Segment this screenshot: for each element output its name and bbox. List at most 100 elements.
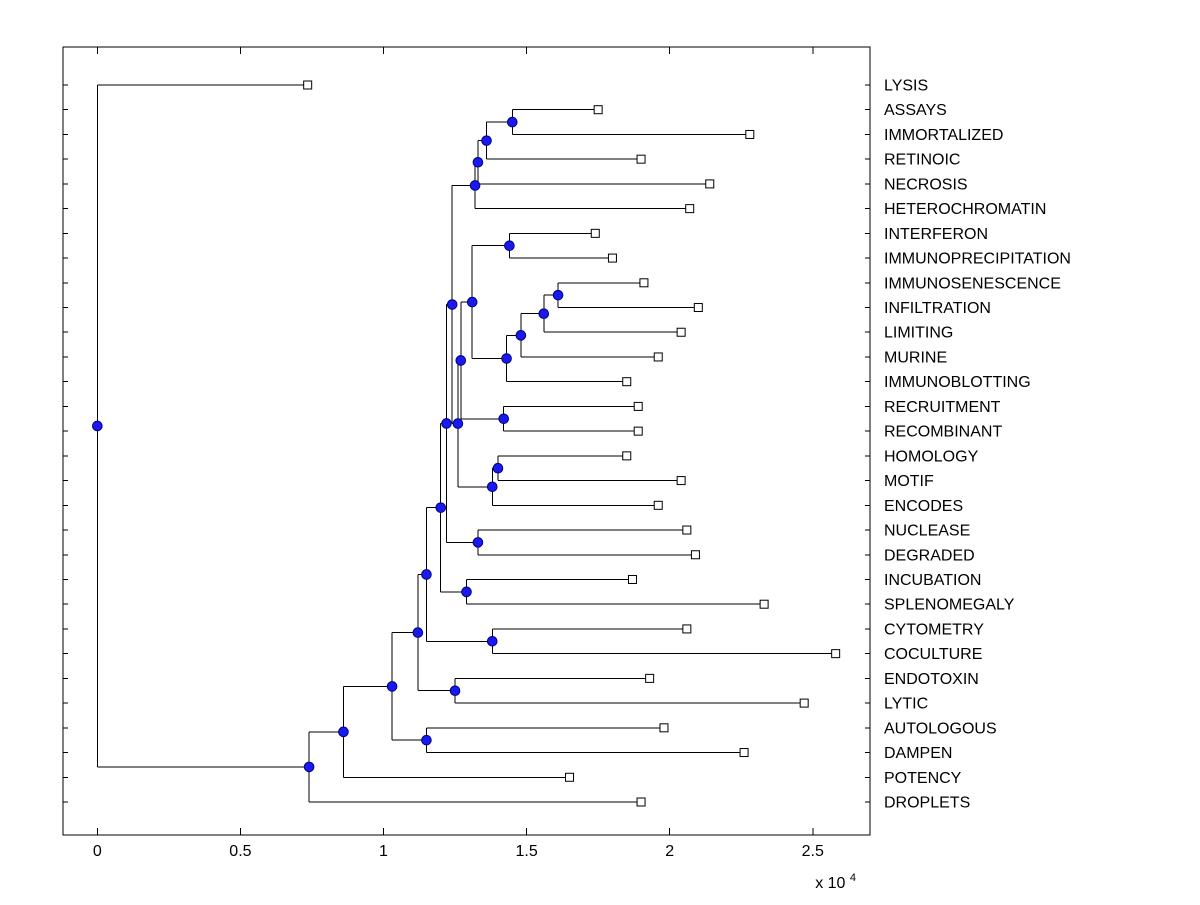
internal-node-marker: [303, 761, 315, 773]
leaf-marker: [636, 797, 646, 807]
leaf-label: DROPLETS: [884, 794, 970, 811]
leaf-label: IMMUNOBLOTTING: [884, 374, 1031, 391]
leaf-label: NUCLEASE: [884, 523, 970, 540]
internal-node-marker: [515, 330, 527, 341]
x-tick-label: 0: [93, 843, 102, 860]
leaf-marker: [653, 352, 663, 362]
leaf-marker: [676, 476, 686, 486]
leaf-marker: [622, 451, 632, 461]
leaf-label: ENDOTOXIN: [884, 671, 979, 688]
leaf-marker: [622, 377, 632, 387]
internal-node-marker: [441, 418, 452, 429]
x-tick-label: 2: [665, 843, 674, 860]
leaf-label: POTENCY: [884, 770, 962, 787]
internal-node-marker: [504, 240, 515, 252]
leaf-marker: [831, 649, 841, 659]
leaf-label: HETEROCHROMATIN: [884, 201, 1046, 218]
leaf-label: LYTIC: [884, 696, 928, 713]
x-tick-label: 1: [379, 843, 388, 860]
internal-node-marker: [552, 289, 564, 301]
x-tick-label: 1.5: [515, 843, 537, 860]
plot-box: [62, 46, 871, 836]
leaf-label: DAMPEN: [884, 745, 952, 762]
leaf-marker: [659, 723, 669, 733]
internal-node-marker: [481, 135, 492, 146]
internal-node-marker: [452, 418, 464, 429]
leaf-label: INCUBATION: [884, 572, 981, 589]
leaf-marker: [685, 204, 695, 214]
leaf-label: ASSAYS: [884, 102, 947, 119]
internal-node-marker: [466, 296, 478, 308]
leaf-marker: [693, 303, 703, 313]
internal-node-marker: [501, 353, 512, 364]
internal-node-marker: [446, 299, 458, 310]
leaf-marker: [682, 525, 692, 535]
internal-node-marker: [449, 685, 461, 697]
internal-node-marker: [469, 180, 481, 191]
leaf-label: IMMUNOPRECIPITATION: [884, 251, 1071, 268]
leaf-label: ENCODES: [884, 498, 963, 515]
leaf-marker: [682, 624, 692, 634]
leaf-marker: [565, 772, 575, 782]
leaf-label: COCULTURE: [884, 646, 982, 663]
leaf-label: MOTIF: [884, 473, 934, 490]
leaf-marker: [633, 401, 643, 411]
internal-node-marker: [92, 420, 103, 432]
x-tick-labels: 0 0.5 1 1.5 2 2.5 x 10 4: [93, 843, 856, 892]
leaf-marker: [676, 327, 686, 337]
internal-node-marker: [498, 413, 510, 425]
leaf-label: NECROSIS: [884, 176, 968, 193]
leaf-label: IMMUNOSENESCENCE: [884, 275, 1061, 292]
leaf-label: INTERFERON: [884, 226, 988, 243]
leaf-marker: [636, 154, 646, 164]
leaf-label: LYSIS: [884, 78, 928, 95]
internal-node-marker: [486, 635, 498, 647]
leaf-marker: [759, 599, 769, 609]
internal-node-marker: [455, 355, 467, 366]
internal-node-marker: [386, 681, 398, 692]
leaf-label: AUTOLOGOUS: [884, 720, 997, 737]
leaf-marker: [607, 253, 617, 263]
leaf-marker: [745, 129, 755, 139]
leaf-label: RETINOIC: [884, 152, 960, 169]
leaf-marker: [639, 278, 649, 288]
leaf-marker: [303, 80, 313, 90]
internal-node-marker: [538, 308, 550, 319]
leaf-marker: [799, 698, 809, 708]
leaf-label: LIMITING: [884, 325, 953, 342]
leaf-label: RECOMBINANT: [884, 424, 1002, 441]
internal-node-marker: [486, 481, 498, 493]
x-tick-label: 0.5: [229, 843, 251, 860]
leaf-label: IMMORTALIZED: [884, 127, 1003, 144]
internal-node-marker: [412, 627, 424, 638]
leaf-label: HOMOLOGY: [884, 448, 979, 465]
leaf-marker: [627, 574, 637, 584]
internal-node-marker: [472, 537, 484, 548]
leaf-label: RECRUITMENT: [884, 399, 1001, 416]
leaf-label: INFILTRATION: [884, 300, 991, 317]
leaf-marker: [739, 748, 749, 758]
leaf-label: DEGRADED: [884, 547, 975, 564]
leaf-label: MURINE: [884, 349, 947, 366]
leaf-label: SPLENOMEGALY: [884, 597, 1015, 614]
leaf-marker: [690, 550, 700, 560]
internal-node-marker: [506, 116, 518, 128]
internal-node-marker: [338, 726, 349, 738]
leaf-marker: [653, 500, 663, 510]
leaf-marker: [593, 105, 603, 115]
leaf-marker: [633, 426, 643, 436]
internal-node-marker: [461, 586, 472, 598]
leaf-labels: LYSIS ASSAYS IMMORTALIZED RETINOIC NECROSIS H…: [884, 78, 1071, 812]
leaf-marker: [645, 673, 655, 683]
node-markers: [92, 80, 841, 807]
leaf-marker: [590, 228, 600, 238]
internal-node-marker: [472, 156, 484, 168]
internal-node-marker: [435, 502, 447, 513]
axes: [62, 46, 871, 836]
internal-node-marker: [421, 569, 432, 580]
x-tick-label: 2.5: [802, 843, 824, 860]
x-axis-exponent-label: x 10 4: [815, 872, 856, 892]
leaf-marker: [705, 179, 715, 189]
